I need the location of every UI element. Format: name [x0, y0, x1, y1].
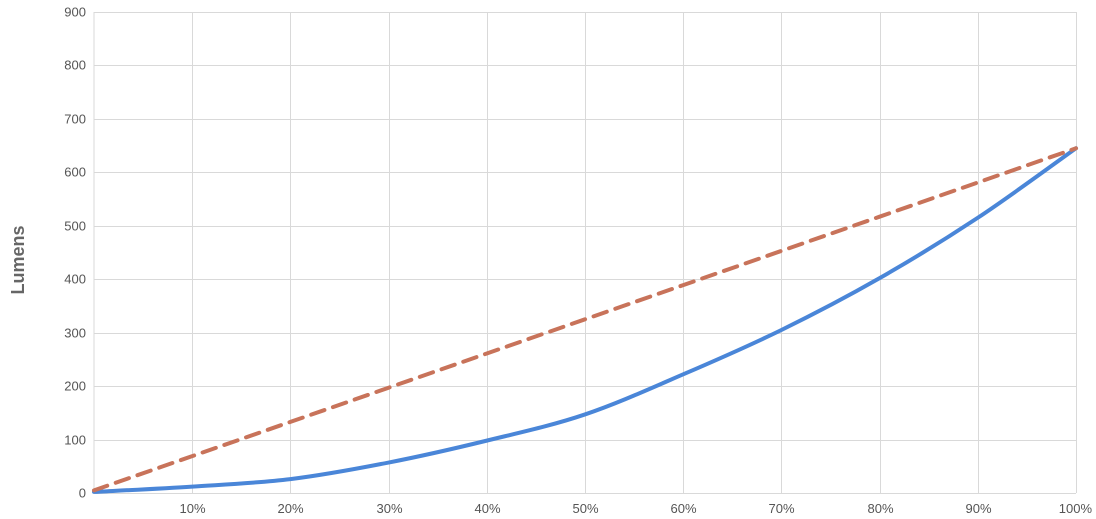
y-tick-label: 200 — [64, 379, 86, 394]
y-tick-label: 900 — [64, 5, 86, 20]
x-tick-label: 30% — [376, 501, 402, 516]
y-tick-label: 700 — [64, 112, 86, 127]
solid-series-line — [92, 146, 1078, 494]
y-axis-title: Lumens — [8, 225, 28, 294]
y-tick-label: 300 — [64, 326, 86, 341]
x-tick-label: 20% — [277, 501, 303, 516]
x-tick-label: 80% — [867, 501, 893, 516]
grid — [93, 12, 1077, 494]
y-tick-label: 600 — [64, 165, 86, 180]
y-tick-label: 400 — [64, 272, 86, 287]
x-tick-label: 70% — [768, 501, 794, 516]
x-tick-label: 40% — [474, 501, 500, 516]
x-axis-ticks: 10% 20% 30% 40% 50% 60% 70% 80% 90% 100% — [179, 501, 1092, 516]
y-tick-label: 500 — [64, 219, 86, 234]
x-tick-label: 10% — [179, 501, 205, 516]
x-tick-label: 60% — [670, 501, 696, 516]
y-tick-label: 0 — [79, 486, 86, 501]
x-tick-label: 100% — [1059, 501, 1093, 516]
y-tick-label: 800 — [64, 58, 86, 73]
dashed-series-line — [92, 146, 1078, 493]
x-tick-label: 90% — [965, 501, 991, 516]
x-tick-label: 50% — [572, 501, 598, 516]
series — [92, 146, 1078, 494]
y-axis-ticks: 0 100 200 300 400 500 600 700 800 900 — [64, 5, 86, 501]
y-tick-label: 100 — [64, 433, 86, 448]
